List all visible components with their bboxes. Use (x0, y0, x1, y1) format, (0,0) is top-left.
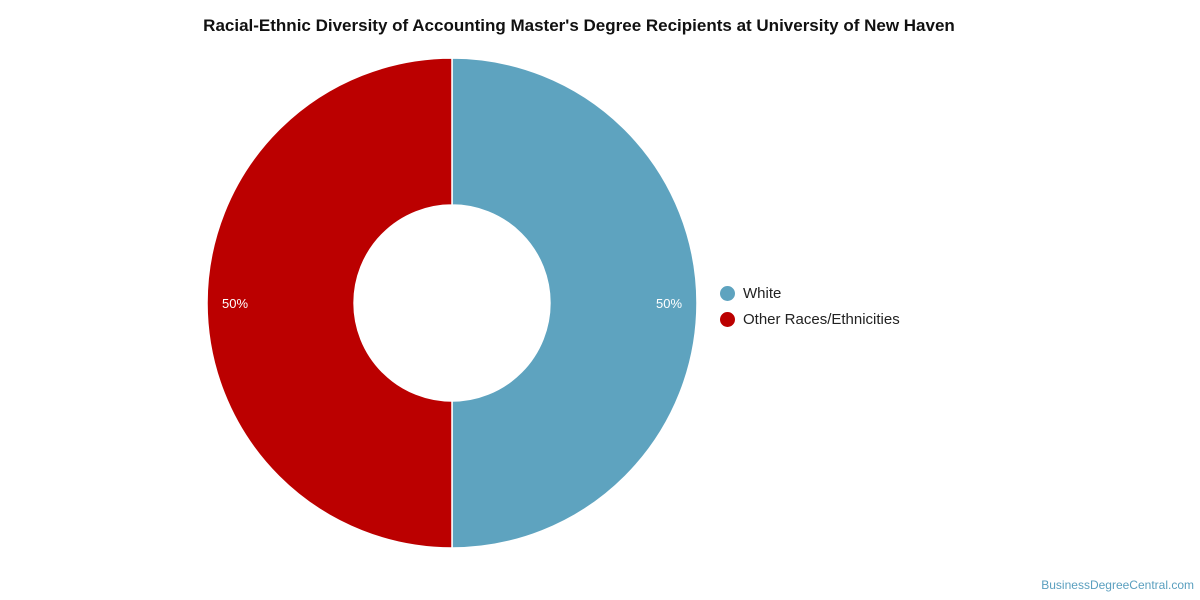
chart-legend: White Other Races/Ethnicities (720, 280, 900, 332)
slice-value-label-1: 50% (222, 296, 248, 311)
chart-title: Racial-Ethnic Diversity of Accounting Ma… (203, 16, 955, 35)
donut-slice-0[interactable] (451, 57, 698, 549)
legend-swatch-other (720, 311, 735, 327)
legend-label-other: Other Races/Ethnicities (743, 310, 900, 328)
legend-swatch-white (720, 285, 735, 301)
donut-slice-1[interactable] (206, 57, 453, 549)
legend-item-white[interactable]: White (720, 280, 900, 306)
legend-label-white: White (743, 284, 782, 302)
legend-item-other[interactable]: Other Races/Ethnicities (720, 306, 900, 332)
watermark-link[interactable]: BusinessDegreeCentral.com (1041, 578, 1194, 592)
slice-value-label-0: 50% (656, 296, 682, 311)
